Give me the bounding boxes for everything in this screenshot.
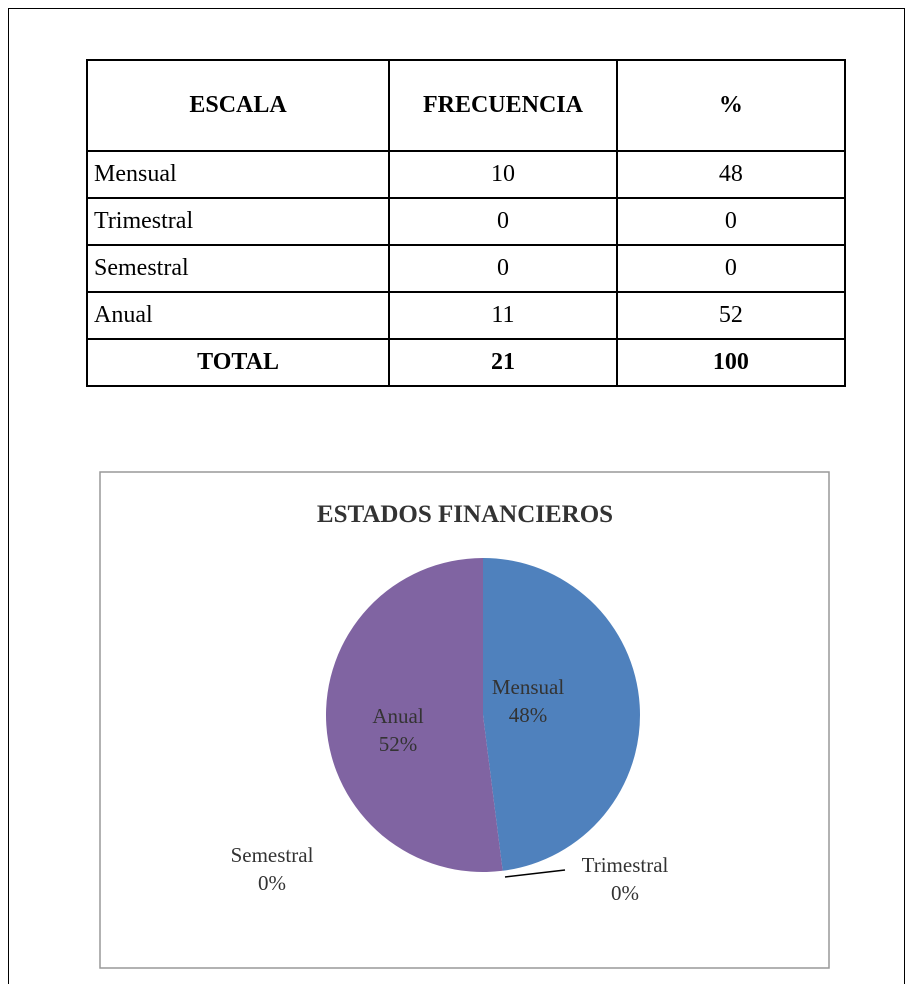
slice-value-label: 0% [258,871,286,895]
chart-title: ESTADOS FINANCIEROS [317,501,613,528]
header-cell: FRECUENCIA [388,59,618,152]
table-cell: Trimestral [85,197,391,246]
pie-slice [326,558,503,872]
table-row: Anual 11 52 [85,291,847,340]
header-row: ESCALA FRECUENCIA % [85,59,847,152]
leader-line [504,869,566,878]
frequency-table: ESCALA FRECUENCIA % Mensual 10 48 Trimestra… [85,59,847,387]
table-row: Trimestral 0 0 [85,197,847,246]
table-row: Semestral 0 0 [85,244,847,293]
slice-label: Anual [372,704,423,728]
table-cell: 0 [615,244,847,293]
total-row: TOTAL 21 100 [85,338,847,387]
table-cell: 0 [615,197,847,246]
table-cell: 48 [615,150,847,199]
total-cell: 21 [388,338,618,387]
table-cell: 0 [388,244,618,293]
slice-label: Semestral [231,843,314,867]
table-cell: 10 [388,150,618,199]
table-body: Mensual 10 48 Trimestral 0 0 Semestral 0 0 Anual 1… [85,150,847,387]
slice-value-label: 0% [611,881,639,905]
table-cell: Anual [85,291,391,340]
table-row: Mensual 10 48 [85,150,847,199]
table-cell: Mensual [85,150,391,199]
total-cell: 100 [615,338,847,387]
table-cell: 0 [388,197,618,246]
slice-label: Trimestral [582,853,669,877]
slice-value-label: 48% [509,703,548,727]
header-cell: ESCALA [85,59,391,152]
header-cell: % [615,59,847,152]
page [8,8,905,984]
table-cell: Semestral [85,244,391,293]
slice-value-label: 52% [379,732,418,756]
slice-label: Mensual [492,675,564,699]
total-cell: TOTAL [85,338,391,387]
table-cell: 11 [388,291,618,340]
table-cell: 52 [615,291,847,340]
pie-slice [483,558,641,871]
